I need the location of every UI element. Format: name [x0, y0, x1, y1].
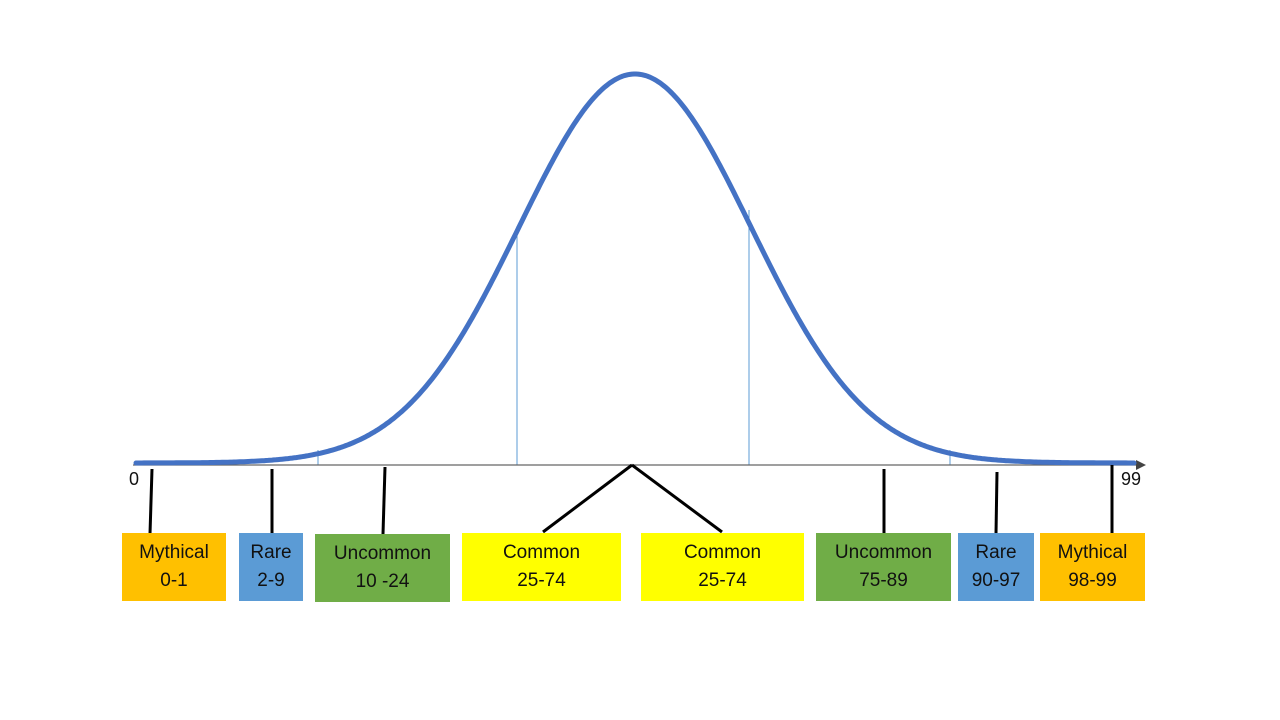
- label-name: Rare: [975, 542, 1017, 563]
- label-name: Common: [683, 542, 762, 563]
- label-range: 10 -24: [355, 571, 410, 592]
- label-range: 25-74: [698, 570, 747, 591]
- axis-min-label: 0: [129, 469, 140, 489]
- label-mythical-low: Mythical 0-1: [122, 533, 226, 601]
- connector-mythical-left: [148, 468, 154, 535]
- label-uncommon-low: Uncommon 10 -24: [315, 534, 450, 602]
- label-name: Uncommon: [834, 542, 933, 563]
- label-range: 25-74: [517, 570, 566, 591]
- bell-curve: [133, 71, 1137, 466]
- label-mythical-high: Mythical 98-99: [1040, 533, 1145, 601]
- label-name: Rare: [250, 542, 292, 563]
- axis-max-label: 99: [1121, 469, 1142, 489]
- label-range: 2-9: [257, 570, 285, 591]
- label-name: Mythical: [1057, 542, 1128, 563]
- label-common-right: Common 25-74: [641, 533, 804, 601]
- connector-rare-right: [994, 471, 999, 535]
- label-range: 0-1: [160, 570, 188, 591]
- label-common-left: Common 25-74: [462, 533, 621, 601]
- label-range: 98-99: [1068, 570, 1117, 591]
- connector-lines: [148, 463, 1114, 535]
- label-uncommon-high: Uncommon 75-89: [816, 533, 951, 601]
- connector-uncommon-left: [381, 466, 387, 535]
- label-name: Uncommon: [333, 543, 432, 564]
- label-name: Common: [502, 542, 581, 563]
- label-name: Mythical: [139, 542, 209, 563]
- connector-common-right: [631, 463, 723, 534]
- label-rare-low: Rare 2-9: [239, 533, 303, 601]
- x-axis-arrow: [1136, 460, 1146, 470]
- label-rare-high: Rare 90-97: [958, 533, 1034, 601]
- label-range: 75-89: [859, 570, 908, 591]
- label-range: 90-97: [971, 570, 1021, 591]
- connector-common-left: [542, 463, 633, 534]
